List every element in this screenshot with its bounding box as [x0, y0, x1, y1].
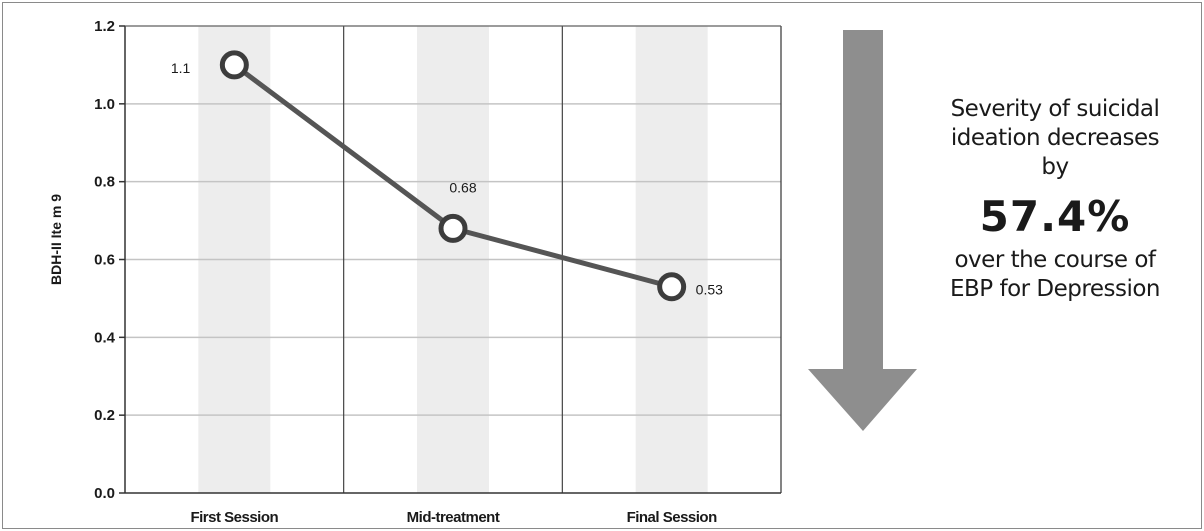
x-tick-label: First Session [190, 509, 278, 526]
y-tick-label: 1.2 [94, 18, 115, 35]
line-chart: 0.0 0.2 0.4 0.6 0.8 1.0 1.2 First Session Mid-t… [48, 18, 917, 526]
y-tick-label: 0.2 [94, 407, 115, 424]
data-label: 0.53 [696, 282, 723, 298]
callout-line-5: EBP for Depression [950, 276, 1161, 302]
callout-line-1: Severity of suicidal [950, 96, 1160, 122]
data-point [438, 213, 468, 243]
data-label: 0.68 [449, 179, 476, 195]
y-tick-label: 0.4 [94, 329, 116, 346]
axes [124, 25, 782, 494]
y-tick-label: 0.6 [94, 252, 115, 269]
data-point [219, 50, 249, 80]
callout: Severity of suicidal ideation decreases … [915, 95, 1195, 304]
y-tick-label: 0.0 [94, 485, 115, 502]
series: 1.1 0.68 0.53 [171, 50, 723, 302]
y-tick-label: 0.8 [94, 174, 115, 191]
x-tick-label: Mid-treatment [407, 509, 500, 526]
data-label: 1.1 [171, 60, 191, 76]
x-tick-label: Final Session [627, 509, 718, 526]
callout-value: 57.4% [979, 192, 1131, 241]
x-tick-labels: First Session Mid-treatment Final Session [190, 509, 717, 526]
y-tick-label: 1.0 [94, 96, 115, 113]
callout-line-2: ideation decreases [950, 125, 1160, 151]
down-arrow-icon [808, 30, 917, 431]
data-point [657, 272, 687, 302]
callout-line-4: over the course of [954, 247, 1156, 273]
y-tick-labels: 0.0 0.2 0.4 0.6 0.8 1.0 1.2 [94, 18, 116, 502]
down-arrow-shape [808, 30, 917, 431]
y-axis-label: BDH-II Ite m 9 [48, 194, 64, 285]
callout-line-3: by [1041, 154, 1069, 180]
